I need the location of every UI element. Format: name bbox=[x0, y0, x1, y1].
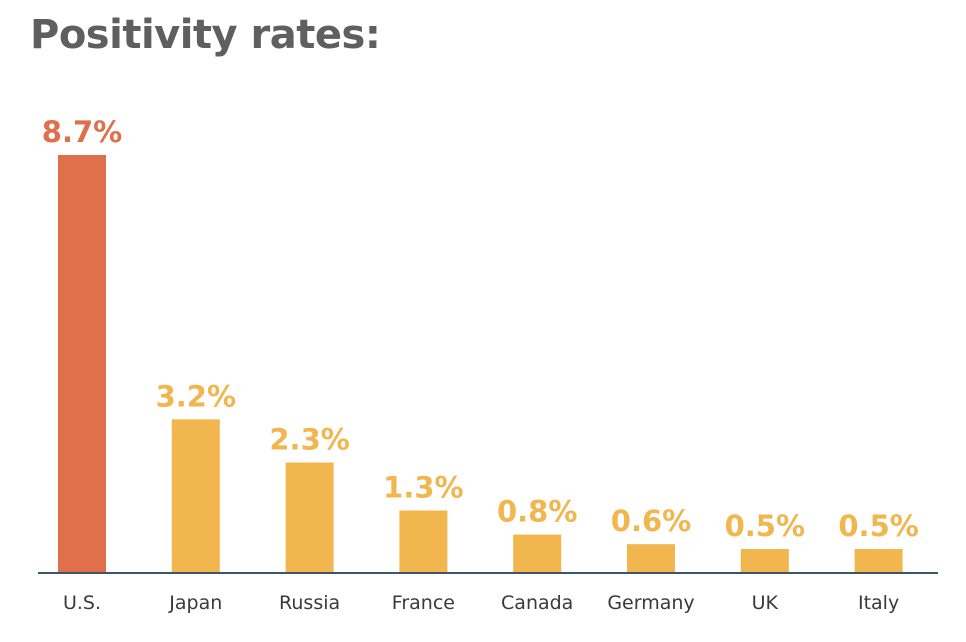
value-label: 0.5% bbox=[725, 509, 805, 543]
bars-group bbox=[58, 155, 903, 573]
value-label: 3.2% bbox=[156, 379, 236, 413]
bar-france bbox=[399, 510, 448, 573]
value-labels-group: 8.7% 3.2% 2.3% 1.3% 0.8% 0.6% 0.5% 0.5% bbox=[42, 115, 919, 543]
category-label: Japan bbox=[168, 592, 222, 614]
category-label: Russia bbox=[279, 592, 340, 614]
bar-u-s bbox=[58, 155, 106, 573]
category-label: France bbox=[392, 592, 455, 614]
value-label: 8.7% bbox=[42, 115, 122, 149]
category-label: Italy bbox=[858, 592, 899, 614]
bar-italy bbox=[854, 549, 903, 573]
category-label: Germany bbox=[607, 592, 694, 614]
bar-russia bbox=[285, 462, 334, 573]
bar-uk bbox=[740, 549, 789, 573]
value-label: 0.8% bbox=[497, 495, 577, 529]
value-label: 0.5% bbox=[838, 509, 918, 543]
bar-japan bbox=[171, 419, 220, 573]
value-label: 0.6% bbox=[611, 504, 691, 538]
category-label: U.S. bbox=[63, 592, 101, 614]
bar-canada bbox=[513, 534, 562, 573]
value-label: 2.3% bbox=[269, 423, 349, 457]
category-labels-group: U.S. Japan Russia France Canada Germany UK Ital… bbox=[63, 592, 899, 614]
category-label: UK bbox=[752, 592, 779, 614]
category-label: Canada bbox=[501, 592, 573, 614]
bar-germany bbox=[627, 544, 675, 573]
chart-title: Positivity rates: bbox=[30, 12, 381, 58]
value-label: 1.3% bbox=[383, 471, 463, 505]
